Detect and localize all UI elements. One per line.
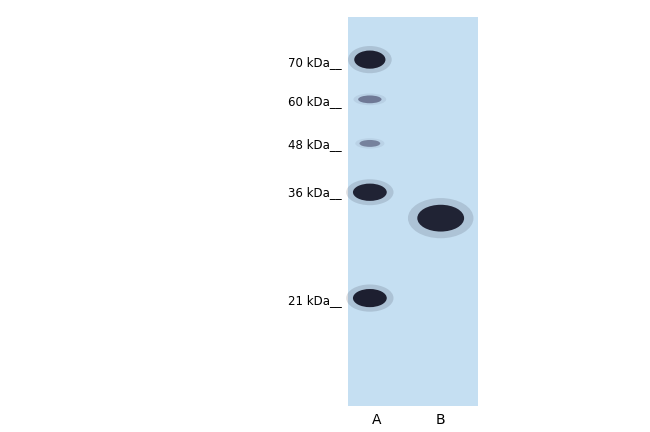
Text: 21 kDa__: 21 kDa__ bbox=[287, 294, 341, 307]
Ellipse shape bbox=[356, 138, 384, 149]
Ellipse shape bbox=[417, 205, 464, 232]
Text: B: B bbox=[436, 413, 445, 427]
Text: A: A bbox=[372, 413, 382, 427]
Ellipse shape bbox=[354, 51, 385, 69]
Text: 36 kDa__: 36 kDa__ bbox=[287, 186, 341, 199]
Ellipse shape bbox=[353, 184, 387, 201]
Text: 70 kDa__: 70 kDa__ bbox=[287, 56, 341, 69]
Text: 60 kDa__: 60 kDa__ bbox=[287, 95, 341, 108]
Ellipse shape bbox=[346, 285, 393, 312]
Ellipse shape bbox=[353, 289, 387, 307]
Ellipse shape bbox=[359, 140, 380, 147]
Ellipse shape bbox=[358, 95, 382, 103]
Ellipse shape bbox=[408, 198, 473, 238]
Ellipse shape bbox=[348, 46, 392, 73]
Text: 48 kDa__: 48 kDa__ bbox=[287, 138, 341, 151]
Bar bbox=[348, 17, 478, 406]
Ellipse shape bbox=[346, 179, 393, 205]
Ellipse shape bbox=[354, 94, 386, 105]
